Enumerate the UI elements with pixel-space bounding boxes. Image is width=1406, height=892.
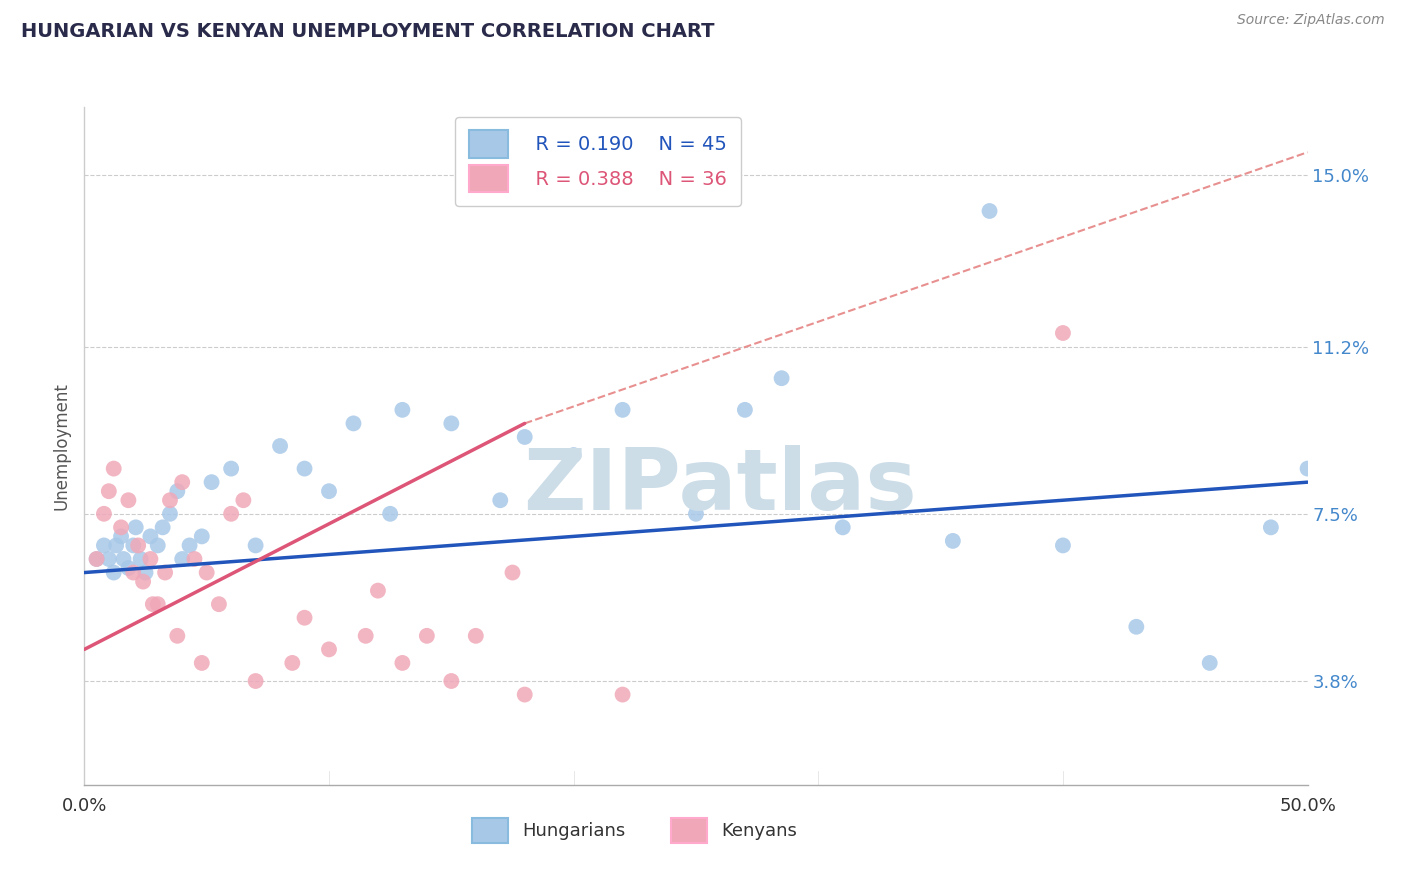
Point [105,538,128,552]
Point [200,475,222,490]
Point [159,493,181,508]
Point [342,417,364,431]
Point [86,552,108,566]
Point [734,402,756,417]
Point [127,538,149,552]
Point [93,507,115,521]
Point [245,538,267,552]
Point [97,552,120,566]
Point [502,566,524,580]
Point [122,566,145,580]
Point [93,538,115,552]
Point [139,529,162,543]
Point [281,656,304,670]
Point [942,533,965,548]
Point [86,552,108,566]
Point [979,204,1001,219]
Point [117,493,139,508]
Point [132,574,155,589]
Point [416,629,439,643]
Point [166,629,188,643]
Point [219,507,242,521]
Point [269,439,291,453]
Point [191,529,214,543]
Point [831,520,853,534]
Point [294,611,316,625]
Point [380,507,402,521]
Point [103,566,125,580]
Point [135,566,157,580]
Point [440,673,463,688]
Point [219,461,242,475]
Point [513,430,536,444]
Point [367,583,389,598]
Point [172,552,194,566]
Point [245,673,267,688]
Point [464,629,486,643]
Point [1260,520,1282,534]
Point [166,484,188,499]
Point [562,448,585,462]
Point [97,484,120,499]
Point [110,520,132,534]
Text: HUNGARIAN VS KENYAN UNEMPLOYMENT CORRELATION CHART: HUNGARIAN VS KENYAN UNEMPLOYMENT CORRELA… [21,22,714,41]
Point [612,688,634,702]
Point [142,597,165,611]
Point [179,538,201,552]
Point [103,461,125,475]
Point [172,475,194,490]
Point [208,597,231,611]
Point [232,493,254,508]
Point [152,520,174,534]
Point [294,461,316,475]
Point [318,642,340,657]
Point [183,552,205,566]
Legend: Hungarians, Kenyans: Hungarians, Kenyans [465,811,804,850]
Text: Source: ZipAtlas.com: Source: ZipAtlas.com [1237,13,1385,28]
Point [1052,538,1074,552]
Point [191,656,214,670]
Point [513,688,536,702]
Point [391,656,413,670]
Point [770,371,793,385]
Text: ZIPatlas: ZIPatlas [523,445,917,528]
Point [1198,656,1220,670]
Point [159,507,181,521]
Point [112,552,135,566]
Point [489,493,512,508]
Y-axis label: Unemployment: Unemployment [52,382,70,510]
Point [195,566,218,580]
Point [146,597,169,611]
Point [125,520,148,534]
Point [318,484,340,499]
Point [685,507,707,521]
Point [1052,326,1074,340]
Point [122,538,145,552]
Point [612,402,634,417]
Point [1125,620,1147,634]
Point [1296,461,1319,475]
Point [153,566,176,580]
Point [129,552,152,566]
Point [139,552,162,566]
Point [146,538,169,552]
Point [110,529,132,543]
Point [391,402,413,417]
Point [440,417,463,431]
Point [354,629,377,643]
Point [117,561,139,575]
